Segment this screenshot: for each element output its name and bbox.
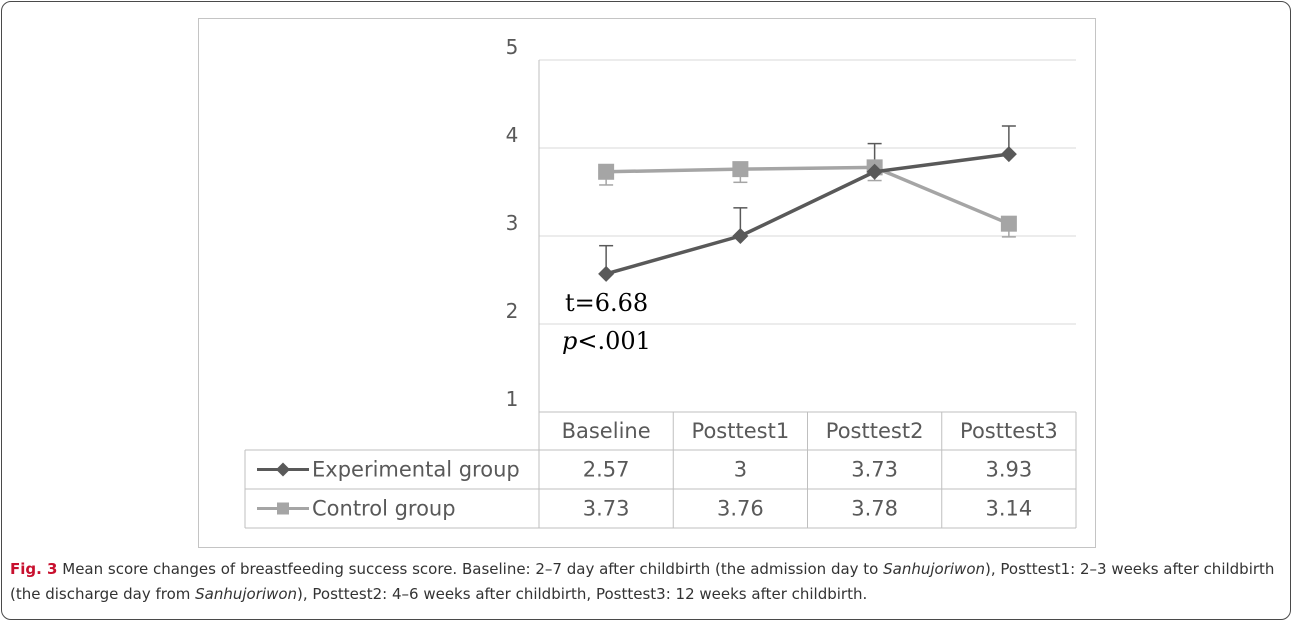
y-tick-label: 3 (506, 211, 519, 235)
y-tick-label: 1 (506, 387, 519, 411)
line-chart: 1 2 3 4 5 Baseline Posttest1 Posttest2 Posttest3… (244, 35, 1077, 529)
data-table-value: 3.73 (851, 458, 898, 482)
data-point-diamond (732, 228, 749, 244)
data-point-square (732, 161, 749, 178)
annotation-p-value: p<.001 (562, 327, 651, 355)
data-table-value: 3.14 (985, 497, 1032, 521)
data-table-value: 2.57 (583, 458, 630, 482)
figure-caption: Fig. 3 Mean score changes of breastfeedi… (10, 557, 1282, 607)
y-tick-label: 5 (506, 35, 519, 59)
data-table-value: 3 (734, 458, 747, 482)
legend-square-marker (277, 502, 289, 515)
series-name: Experimental group (312, 458, 520, 482)
caption-label: Fig. 3 (10, 560, 58, 578)
y-tick-label: 4 (506, 123, 519, 147)
series-line (606, 165, 1010, 226)
y-tick-label: 2 (506, 299, 519, 323)
category-label: Posttest1 (692, 419, 790, 443)
caption-term: Sanhujoriwon (195, 585, 298, 603)
category-label: Baseline (562, 419, 651, 443)
series-name: Control group (312, 497, 456, 521)
legend-diamond-marker (276, 462, 290, 477)
data-point-diamond (866, 163, 883, 180)
data-table-value: 3.93 (985, 458, 1032, 482)
data-point-diamond (598, 265, 615, 282)
caption-text: Mean score changes of breastfeeding succ… (57, 560, 884, 578)
caption-term: Sanhujoriwon (883, 560, 986, 578)
category-label: Posttest2 (826, 419, 924, 443)
data-table-value: 3.76 (717, 497, 764, 521)
annotation-t-value: t=6.68 (565, 289, 648, 317)
caption-text: ), Posttest1: 2–3 weeks after childbirth… (10, 560, 1275, 603)
series-line (605, 152, 1010, 276)
data-table-value: 3.73 (583, 497, 630, 521)
data-point-diamond (1000, 146, 1017, 163)
data-point-square (1000, 215, 1017, 232)
data-point-square (598, 163, 615, 180)
caption-text: ), Posttest2: 4–6 weeks after childbirth… (297, 585, 868, 603)
data-table-value: 3.78 (851, 497, 898, 521)
category-label: Posttest3 (960, 419, 1058, 443)
chart-panel: 1 2 3 4 5 Baseline Posttest1 Posttest2 Posttest3… (198, 18, 1096, 548)
